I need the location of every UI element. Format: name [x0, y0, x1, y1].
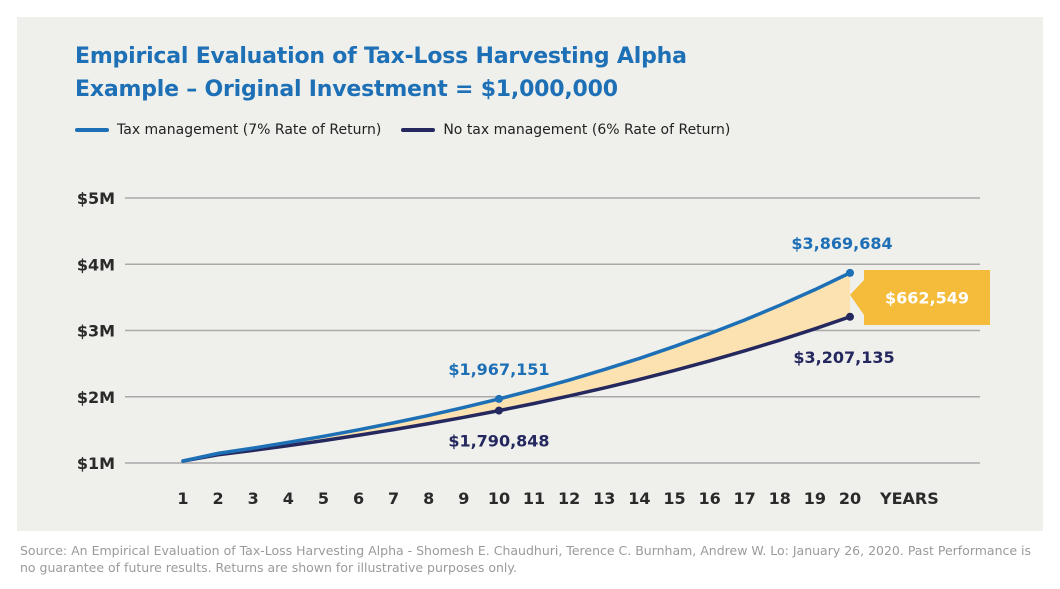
y-tick-label: $2M [77, 388, 115, 407]
x-tick-label: 11 [523, 489, 545, 508]
x-tick-label: 19 [804, 489, 826, 508]
x-tick-label: 5 [318, 489, 329, 508]
legend-item-tax-management: Tax management (7% Rate of Return) [75, 122, 381, 138]
data-point-tax-year-10 [494, 394, 503, 403]
x-tick-label: 20 [839, 489, 861, 508]
legend-swatch-tax-management [75, 128, 109, 132]
x-tick-label: 16 [698, 489, 720, 508]
chart-legend: Tax management (7% Rate of Return) No ta… [75, 122, 750, 138]
x-tick-label: 1 [177, 489, 188, 508]
data-label: $3,207,135 [793, 348, 894, 367]
x-tick-label: 13 [593, 489, 615, 508]
x-tick-label: 17 [734, 489, 756, 508]
data-point-no-tax-year-10 [494, 406, 503, 415]
y-tick-label: $5M [77, 189, 115, 208]
chart-title: Empirical Evaluation of Tax-Loss Harvest… [75, 44, 687, 69]
x-tick-label: 12 [558, 489, 580, 508]
series-line-no-tax-management [181, 315, 852, 463]
difference-callout-box [850, 270, 990, 325]
data-label: $3,869,684 [791, 234, 892, 253]
x-tick-label: 18 [769, 489, 791, 508]
difference-callout-label: $662,549 [885, 289, 969, 308]
data-point-no-tax-year-20 [846, 312, 854, 321]
x-tick-label: 2 [213, 489, 224, 508]
data-point-tax-year-20 [846, 268, 854, 277]
y-tick-label: $4M [77, 255, 115, 274]
data-label: $1,790,848 [448, 432, 549, 451]
y-tick-label: $3M [77, 322, 115, 341]
x-tick-label: 14 [628, 489, 650, 508]
x-tick-label: 4 [283, 489, 294, 508]
x-tick-label: 8 [423, 489, 434, 508]
series-line-tax-management [181, 271, 852, 463]
legend-label-no-tax-management: No tax management (6% Rate of Return) [443, 122, 731, 138]
x-axis-label: YEARS [879, 489, 939, 508]
source-note: Source: An Empirical Evaluation of Tax-L… [20, 543, 1032, 575]
legend-swatch-no-tax-management [401, 128, 436, 132]
y-tick-label: $1M [77, 454, 115, 473]
x-tick-label: 6 [353, 489, 364, 508]
data-label: $1,967,151 [448, 360, 549, 379]
x-tick-label: 10 [488, 489, 510, 508]
x-tick-label: 9 [458, 489, 469, 508]
chart-subtitle: Example – Original Investment = $1,000,0… [75, 77, 618, 102]
x-tick-label: 15 [663, 489, 685, 508]
x-tick-label: 7 [388, 489, 399, 508]
x-tick-label: 3 [248, 489, 259, 508]
legend-label-tax-management: Tax management (7% Rate of Return) [117, 122, 382, 138]
legend-item-no-tax-management: No tax management (6% Rate of Return) [401, 122, 730, 138]
